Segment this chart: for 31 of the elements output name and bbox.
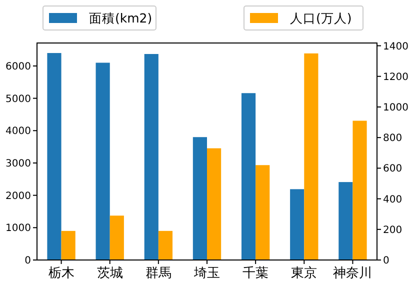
legend-label: 面積(km2) [89,10,152,26]
y2-tick-label: 0 [383,256,390,266]
x-tick-label: 神奈川 [333,266,372,281]
bar [304,53,318,260]
bar [61,230,76,260]
bar [110,216,124,260]
y-tick-label: 4000 [6,126,31,138]
x-tick-label: 群馬 [145,266,172,281]
y-tick-label: 6000 [6,61,31,72]
legend-label: 人口(万人) [290,10,352,26]
bar [158,230,173,260]
x-tick-label: 埼玉 [193,266,220,281]
x-tick-label: 東京 [291,266,318,281]
y-tick-label: 3000 [6,158,31,170]
x-tick-label: 栃木 [48,266,74,281]
y2-tick-label: 800 [383,133,402,144]
y-tick-label: 5000 [6,94,31,105]
y2-tick-label: 200 [383,224,402,236]
y2-tick-label: 600 [383,164,402,175]
y2-tick-label: 1000 [383,102,408,114]
bar [96,62,110,260]
x-tick-label: 千葉 [242,266,269,281]
y2-tick-label: 1400 [383,41,408,52]
y-tick-label: 1000 [6,223,31,234]
y-tick-label: 2000 [6,190,31,202]
y2-tick-label: 1200 [383,72,408,83]
x-tick-label: 茨城 [96,266,123,281]
bar [47,53,62,260]
y-tick-label: 0 [24,256,31,266]
bar [144,54,158,260]
y2-tick-label: 400 [383,194,402,206]
